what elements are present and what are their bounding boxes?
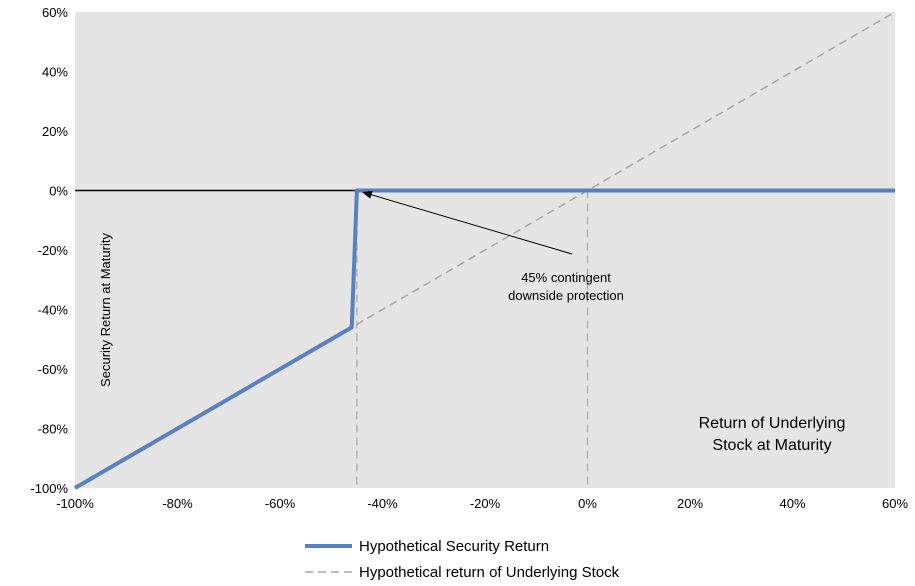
y-tick-label: 40% xyxy=(42,65,68,80)
y-tick-label: -40% xyxy=(38,303,69,318)
x-tick-label: -60% xyxy=(265,496,296,511)
y-tick-label: 0% xyxy=(49,184,68,199)
annotation-arrow xyxy=(361,190,573,255)
annotation-line-1: 45% contingent xyxy=(521,270,611,285)
y-tick-label: -60% xyxy=(38,362,69,377)
y-tick-label: 60% xyxy=(42,5,68,20)
series-line-0 xyxy=(73,188,895,490)
y-tick-label: 20% xyxy=(42,124,68,139)
legend: Hypothetical Security Return Hypothetica… xyxy=(305,538,620,581)
x-tick-label: -100% xyxy=(56,496,94,511)
x-axis-label: Return of Underlying Stock at Maturity xyxy=(699,415,846,454)
y-axis-label: Security Return at Maturity xyxy=(98,233,113,387)
y-tick-label: -20% xyxy=(38,243,69,258)
y-tick-label: -100% xyxy=(30,481,68,496)
x-tick-label: -80% xyxy=(162,496,193,511)
legend-label-security: Hypothetical Security Return xyxy=(359,538,549,555)
x-tick-label: 60% xyxy=(882,496,908,511)
legend-label-underlying: Hypothetical return of Underlying Stock xyxy=(359,564,620,581)
x-tick-label: 0% xyxy=(578,496,597,511)
annotation-line-2: downside protection xyxy=(508,288,624,303)
x-tick-label: -40% xyxy=(367,496,398,511)
x-tick-label: 40% xyxy=(779,496,805,511)
x-tick-label: 20% xyxy=(677,496,703,511)
y-tick-label: -80% xyxy=(38,422,69,437)
x-tick-label: -20% xyxy=(470,496,501,511)
